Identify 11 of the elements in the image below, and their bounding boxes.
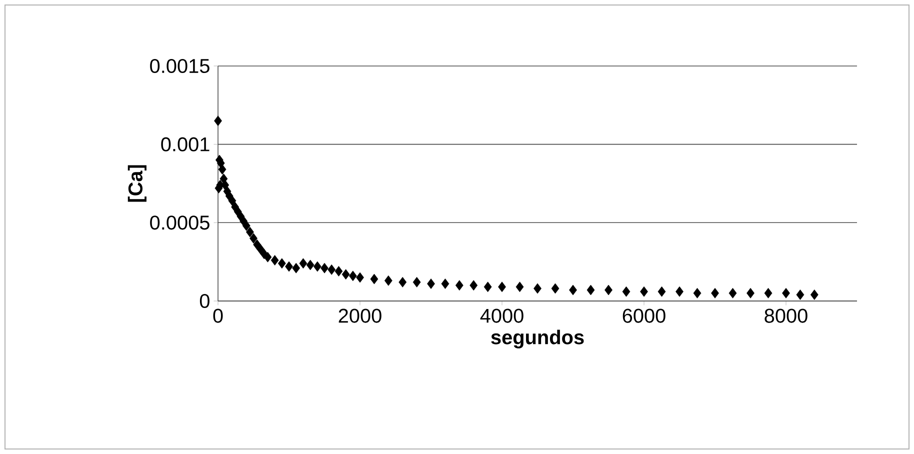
y-tick-label: 0.0015 — [150, 58, 210, 74]
x-tick-label: 4000 — [480, 308, 524, 323]
y-tick-label: 0.0005 — [150, 216, 210, 230]
x-tick-label: 0 — [213, 308, 223, 323]
y-tick-label: 0.001 — [161, 137, 210, 152]
y-tick-label: 0 — [200, 294, 210, 308]
x-axis-title: segundos — [491, 330, 584, 348]
x-tick-label: 8000 — [764, 308, 808, 323]
x-tick-label: 6000 — [622, 308, 666, 323]
x-tick-label: 2000 — [338, 308, 382, 323]
y-axis-title: [Ca] — [128, 165, 146, 202]
